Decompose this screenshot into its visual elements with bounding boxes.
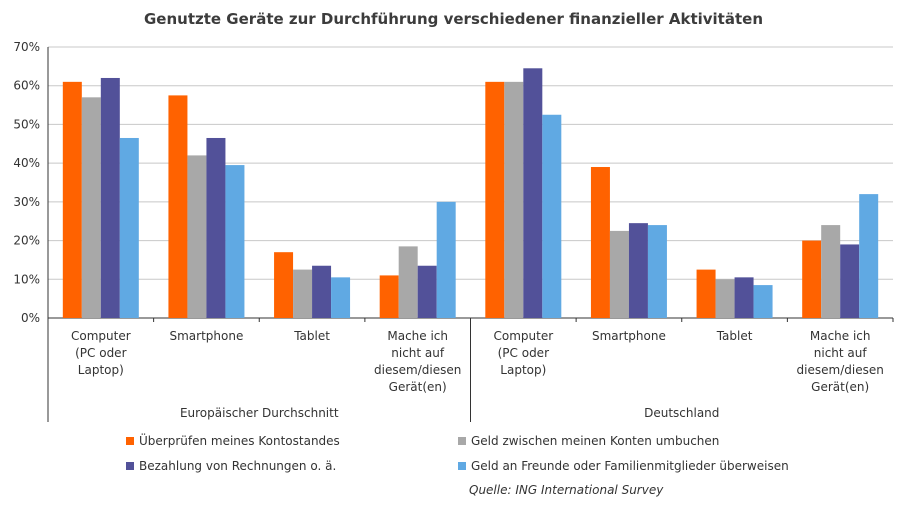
- y-tick-label: 30%: [13, 195, 40, 209]
- bar: [379, 275, 399, 318]
- bar: [274, 252, 294, 318]
- bar: [821, 225, 841, 318]
- legend-item-series-2: Bezahlung von Rechnungen o. ä.: [126, 458, 336, 474]
- bar: [647, 225, 667, 318]
- x-tick-label: Computer: [493, 329, 553, 343]
- bar: [859, 194, 879, 318]
- y-tick-label: 50%: [13, 117, 40, 131]
- bar: [331, 277, 351, 318]
- y-tick-label: 60%: [13, 79, 40, 93]
- x-tick-label: (PC oder: [75, 346, 126, 360]
- bar: [628, 223, 648, 318]
- bar: [590, 167, 610, 318]
- x-tick-label: Laptop): [78, 363, 124, 377]
- x-tick-label: Gerät(en): [389, 380, 447, 394]
- bar: [802, 240, 822, 318]
- x-tick-label: Tablet: [716, 329, 753, 343]
- x-tick-label: Computer: [71, 329, 131, 343]
- bar: [206, 137, 226, 318]
- bar: [225, 165, 245, 318]
- chart-title: Genutzte Geräte zur Durchführung verschi…: [144, 10, 763, 28]
- x-tick-label: (PC oder: [498, 346, 549, 360]
- legend-label: Überprüfen meines Kontostandes: [139, 434, 340, 448]
- bar: [62, 81, 82, 318]
- group-label: Europäischer Durchschnitt: [180, 406, 339, 420]
- bar: [609, 230, 629, 318]
- bar: [696, 269, 716, 318]
- legend-label: Bezahlung von Rechnungen o. ä.: [139, 459, 337, 473]
- bar: [840, 244, 860, 318]
- legend-item-series-1: Geld zwischen meinen Konten umbuchen: [458, 433, 719, 449]
- x-tick-label: Gerät(en): [811, 380, 869, 394]
- bar: [436, 201, 456, 318]
- bar: [168, 95, 188, 319]
- x-tick-label: Smartphone: [592, 329, 666, 343]
- x-tick-label: Mache ich: [387, 329, 448, 343]
- legend-item-series-3: Geld an Freunde oder Familienmitglieder …: [458, 458, 789, 474]
- bar: [753, 285, 773, 318]
- bar: [715, 279, 735, 318]
- y-tick-label: 10%: [13, 272, 40, 286]
- x-tick-label: Mache ich: [810, 329, 871, 343]
- legend-item-series-0: Überprüfen meines Kontostandes: [126, 433, 340, 449]
- y-tick-label: 0%: [21, 311, 40, 325]
- group-label: Deutschland: [644, 406, 719, 420]
- legend-swatch-orange: [126, 436, 134, 445]
- legend-swatch-purple: [126, 461, 134, 470]
- bar: [81, 97, 101, 318]
- bar: [293, 269, 313, 318]
- y-tick-label: 20%: [13, 234, 40, 248]
- x-tick-label: diesem/diesen: [797, 363, 884, 377]
- x-tick-label: Laptop): [500, 363, 546, 377]
- legend-label: Geld an Freunde oder Familienmitglieder …: [471, 459, 789, 473]
- x-tick-label: nicht auf: [814, 346, 868, 360]
- legend-label: Geld zwischen meinen Konten umbuchen: [471, 434, 720, 448]
- bar: [734, 277, 754, 318]
- legend-swatch-gray: [458, 436, 466, 445]
- bar: [523, 68, 543, 319]
- bar: [312, 265, 332, 318]
- bar: [398, 246, 418, 318]
- y-tick-label: 70%: [13, 40, 40, 54]
- bar: [504, 81, 524, 318]
- y-tick-label: 40%: [13, 156, 40, 170]
- bar: [542, 114, 562, 318]
- bar: [485, 81, 505, 318]
- source-note: Quelle: ING International Survey: [469, 483, 664, 497]
- bar: [417, 265, 437, 318]
- legend-swatch-blue: [458, 461, 466, 470]
- x-tick-label: Tablet: [293, 329, 330, 343]
- bar: [100, 77, 120, 318]
- bar: [187, 155, 207, 318]
- x-tick-label: diesem/diesen: [374, 363, 461, 377]
- x-tick-label: nicht auf: [391, 346, 445, 360]
- x-tick-label: Smartphone: [170, 329, 244, 343]
- bar: [119, 137, 139, 318]
